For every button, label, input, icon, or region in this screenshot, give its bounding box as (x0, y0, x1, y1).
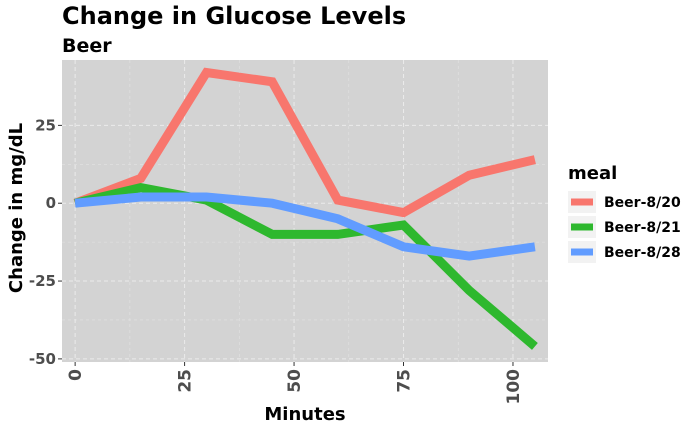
y-axis-title: Change in mg/dL (6, 123, 27, 293)
series-lines (73, 67, 538, 350)
y-tick-label: -25 (29, 272, 56, 290)
series-line-Beer-8/20 (73, 67, 536, 218)
legend-label-Beer-8/20: Beer-8/20 (604, 195, 681, 211)
legend-title: meal (568, 163, 617, 184)
legend: meal Beer-8/20 Beer-8/21 Beer-8/28 (568, 163, 681, 263)
y-tick-labels: -50 -25 0 25 (29, 116, 62, 368)
chart-subtitle: Beer (62, 35, 112, 57)
series-line-Beer-8/21 (74, 182, 538, 350)
series-line-Beer-8/28 (74, 192, 536, 261)
chart-title: Change in Glucose Levels (62, 2, 406, 30)
legend-label-Beer-8/28: Beer-8/28 (604, 245, 681, 261)
y-tick-label: -50 (29, 350, 56, 368)
y-tick-label: 25 (35, 116, 56, 134)
x-axis-title: Minutes (264, 404, 345, 425)
x-tick-label: 50 (285, 369, 305, 393)
legend-label-Beer-8/21: Beer-8/21 (604, 220, 681, 236)
x-tick-label: 0 (66, 369, 86, 381)
x-tick-labels: 0 25 50 75 100 (66, 362, 524, 405)
x-tick-label: 25 (176, 369, 196, 393)
x-tick-label: 100 (504, 369, 524, 405)
x-tick-label: 75 (395, 369, 415, 393)
y-tick-label: 0 (46, 194, 56, 212)
